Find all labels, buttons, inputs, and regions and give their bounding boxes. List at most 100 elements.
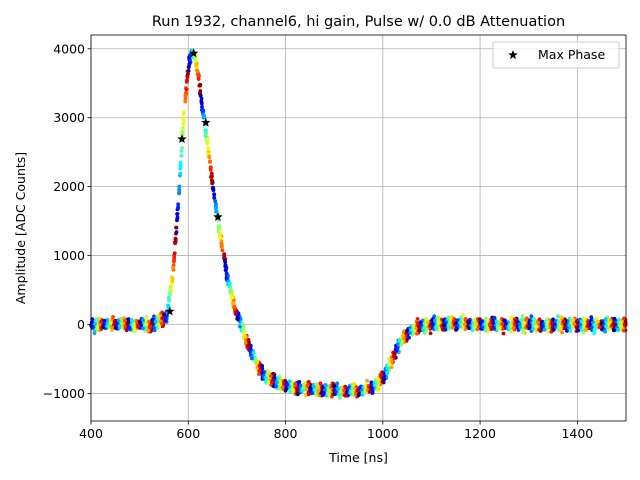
waveform-point <box>622 316 626 321</box>
waveform-point <box>207 159 212 164</box>
waveform-point <box>473 317 477 322</box>
waveform-point <box>280 385 285 390</box>
waveform-point <box>443 327 448 332</box>
waveform-point <box>269 380 274 385</box>
waveform-point <box>411 323 416 328</box>
waveform-point <box>172 256 177 260</box>
waveform-point <box>205 137 210 142</box>
waveform-point <box>153 319 158 324</box>
waveform-point <box>387 362 392 367</box>
waveform-point <box>603 317 608 321</box>
waveform-point <box>170 275 174 280</box>
waveform-point <box>297 379 302 384</box>
waveform-point <box>246 344 251 349</box>
waveform-point <box>213 199 218 203</box>
waveform-point <box>582 321 587 326</box>
waveform-point <box>209 171 214 176</box>
waveform-point <box>422 325 427 330</box>
waveform-point <box>125 321 130 326</box>
waveform-point <box>141 326 145 331</box>
waveform-point <box>183 99 188 104</box>
waveform-point <box>612 316 617 321</box>
waveform-point <box>417 324 421 329</box>
waveform-point <box>509 329 514 334</box>
waveform-point <box>397 338 402 343</box>
waveform-point <box>132 322 136 326</box>
waveform-point <box>592 328 597 333</box>
waveform-point <box>179 153 184 158</box>
waveform-point <box>298 383 303 388</box>
waveform-point <box>303 393 308 398</box>
waveform-point <box>326 390 331 395</box>
waveform-point <box>214 209 218 214</box>
waveform-point <box>278 382 283 387</box>
waveform-point <box>172 251 177 256</box>
waveform-point <box>287 379 292 384</box>
y-tick-label: −1000 <box>43 386 85 401</box>
waveform-point <box>198 83 203 87</box>
waveform-point <box>381 376 386 380</box>
waveform-point <box>232 304 237 309</box>
waveform-point <box>561 319 566 324</box>
x-tick-label: 600 <box>176 426 200 441</box>
waveform-point <box>265 373 270 378</box>
waveform-point <box>200 105 204 109</box>
waveform-point <box>447 320 452 325</box>
waveform-point <box>380 379 385 384</box>
waveform-point <box>305 383 310 388</box>
waveform-point <box>318 381 323 386</box>
legend: Max Phase <box>492 41 620 69</box>
waveform-point <box>343 393 348 398</box>
waveform-point <box>308 386 313 391</box>
waveform-point <box>500 321 505 326</box>
waveform-point <box>540 320 544 324</box>
waveform-point <box>230 295 234 300</box>
waveform-point <box>127 325 132 330</box>
waveform-point <box>489 325 494 330</box>
waveform-point <box>181 110 186 115</box>
waveform-point <box>571 317 576 322</box>
waveform-point <box>111 315 115 319</box>
waveform-point <box>223 260 228 265</box>
waveform-point <box>433 318 437 323</box>
waveform-point <box>436 321 441 325</box>
waveform-point <box>110 325 114 330</box>
waveform-point <box>123 318 127 323</box>
x-tick-label: 1400 <box>561 426 593 441</box>
waveform-point <box>112 322 116 327</box>
waveform-point <box>622 322 627 327</box>
waveform-point <box>174 225 178 230</box>
waveform-point <box>584 328 588 332</box>
waveform-point <box>389 359 394 363</box>
waveform-point <box>300 388 305 393</box>
waveform-point <box>559 315 564 320</box>
waveform-point <box>414 326 418 330</box>
waveform-point <box>511 326 516 330</box>
waveform-point <box>173 237 178 242</box>
waveform-point <box>167 298 172 303</box>
max-phase-marker <box>213 211 223 222</box>
chart-title: Run 1932, channel6, hi gain, Pulse w/ 0.… <box>152 14 565 30</box>
waveform-point <box>572 321 577 326</box>
waveform-point <box>183 93 188 98</box>
waveform-point <box>112 319 117 324</box>
waveform-point <box>223 268 228 272</box>
waveform-point <box>231 301 236 306</box>
waveform-point <box>212 192 217 197</box>
waveform-point <box>162 312 166 317</box>
waveform-point <box>143 328 148 333</box>
x-tick-label: 1000 <box>367 426 399 441</box>
waveform-point <box>176 205 180 210</box>
waveform-point <box>475 327 480 332</box>
waveform-point <box>521 330 525 335</box>
waveform-point <box>606 326 611 331</box>
waveform-point <box>180 146 184 150</box>
waveform-points <box>89 48 628 400</box>
waveform-point <box>399 343 404 348</box>
waveform-point <box>545 324 550 329</box>
waveform-point <box>178 160 183 165</box>
waveform-point <box>603 329 608 334</box>
waveform-point <box>337 396 342 400</box>
waveform-point <box>492 315 497 320</box>
